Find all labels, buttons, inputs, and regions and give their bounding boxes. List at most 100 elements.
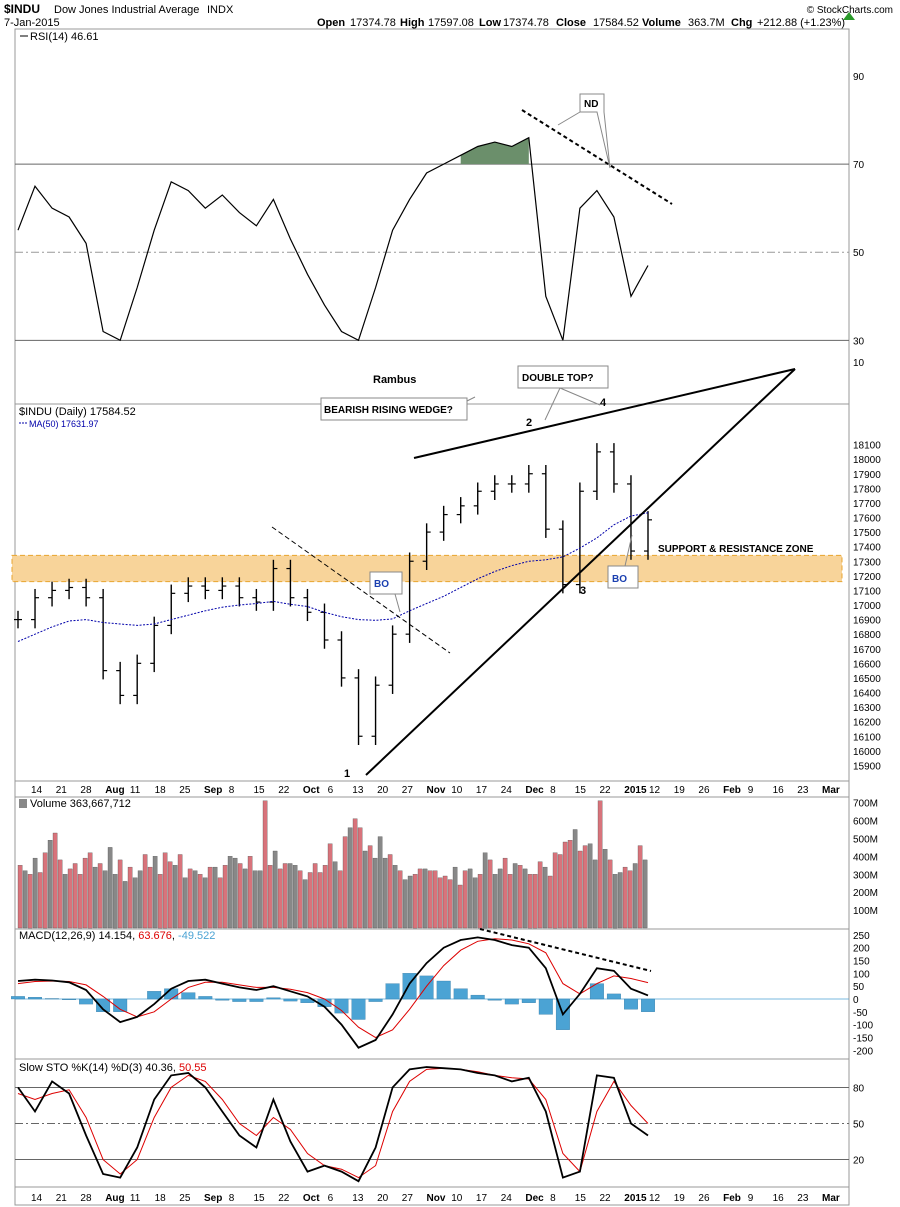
sto-legend-title: Slow STO %K(14) %D(3) 40.36, 50.55 — [19, 1062, 207, 1074]
volume-bar — [362, 850, 368, 929]
volume-bar — [632, 863, 638, 929]
wedge-lower-line — [365, 368, 796, 776]
volume-bar — [482, 852, 488, 929]
x-tick-label: 27 — [402, 1193, 414, 1204]
macd-histogram-bar — [79, 998, 94, 1005]
volume-bar — [557, 854, 563, 929]
volume-legend: Volume 363,667,712 — [30, 798, 131, 810]
volume-bar — [107, 847, 113, 929]
volume-legend-swatch — [19, 799, 27, 808]
volume-bar — [527, 874, 533, 929]
x-tick-label: 22 — [600, 1193, 612, 1204]
volume-tick-label: 100M — [853, 906, 878, 917]
x-tick-label: Nov — [427, 785, 446, 796]
x-tick-label: 16 — [773, 1193, 785, 1204]
price-tick-label: 17900 — [853, 470, 881, 481]
volume-bar — [322, 865, 328, 929]
x-tick-label: 23 — [797, 1193, 809, 1204]
x-tick-label: 12 — [649, 785, 661, 796]
open-value: 17374.78 — [350, 17, 396, 29]
grid-lines — [15, 163, 849, 1161]
x-tick-label: 22 — [278, 785, 290, 796]
price-tick-label: 17600 — [853, 514, 881, 525]
price-tick-label: 16900 — [853, 616, 881, 627]
price-tick-label: 17700 — [853, 499, 881, 510]
volume-bar — [377, 836, 383, 929]
wave-2-label: 2 — [526, 417, 532, 429]
volume-bar — [312, 863, 318, 929]
ma50-line — [17, 512, 649, 642]
macd-tick-label: 100 — [853, 969, 870, 980]
x-tick-label: 22 — [278, 1193, 290, 1204]
chart-date: 7-Jan-2015 — [4, 17, 60, 29]
rsi-divergence-line — [521, 109, 673, 205]
bo-callout-1-pointer — [394, 593, 401, 613]
double-top-callout — [517, 365, 609, 389]
x-tick-label: 20 — [377, 1193, 389, 1204]
volume-bar — [332, 861, 338, 929]
volume-bar — [317, 872, 323, 929]
volume-bar — [222, 865, 228, 929]
volume-label: Volume — [642, 17, 681, 29]
macd-histogram-bar — [641, 998, 655, 1012]
volume-bar — [22, 870, 28, 929]
sto-legend-k-value: 40.36 — [145, 1062, 173, 1074]
macd-histogram-bar — [487, 998, 502, 1001]
macd-histogram-bar — [453, 988, 468, 1000]
nd-label: ND — [584, 99, 598, 110]
macd-tick-label: 50 — [853, 982, 865, 993]
volume-bar — [607, 859, 613, 929]
rsi-tick-label: 90 — [853, 72, 865, 83]
volume-bar — [247, 856, 253, 929]
x-tick-label: 18 — [155, 785, 167, 796]
x-tick-label: 24 — [501, 785, 513, 796]
x-tick-label: 13 — [352, 1193, 364, 1204]
volume-bar — [72, 863, 78, 929]
volume-bar — [197, 874, 203, 929]
x-tick-label: 8 — [550, 785, 556, 796]
macd-histogram-bar — [181, 992, 196, 1000]
macd-histogram-bar — [385, 983, 400, 1000]
volume-bar — [597, 800, 603, 929]
x-tick-label: 8 — [550, 1193, 556, 1204]
volume-bar — [487, 859, 493, 929]
macd-histogram-bar — [538, 998, 553, 1015]
volume-bar — [337, 870, 343, 929]
volume-bar — [517, 865, 523, 929]
volume-bar — [257, 870, 263, 929]
macd-histogram-bar — [45, 998, 59, 1000]
wave-1-label: 1 — [344, 768, 350, 780]
volume-bar — [492, 874, 498, 929]
wedge-label: BEARISH RISING WEDGE? — [324, 405, 453, 416]
volume-bar — [512, 863, 518, 929]
volume-bar — [272, 850, 278, 929]
volume-bar — [442, 875, 448, 929]
rsi-line — [17, 136, 649, 342]
volume-bar — [637, 845, 643, 929]
rsi-tick-label: 10 — [853, 358, 865, 369]
volume-bar — [642, 859, 648, 929]
volume-bar — [342, 836, 348, 929]
x-tick-label: Aug — [105, 785, 124, 796]
x-tick-label: 15 — [575, 1193, 587, 1204]
bo-callout-2 — [607, 565, 639, 589]
bo-callout-1 — [369, 571, 403, 595]
volume-bar — [587, 843, 593, 929]
volume-bar — [217, 877, 223, 929]
x-tick-label: 11 — [130, 785, 141, 796]
volume-bar — [347, 827, 353, 929]
panel-legends: RSI(14) 46.61 $INDU (Daily) 17584.52 MA(… — [19, 31, 416, 1074]
x-tick-label: 16 — [773, 785, 785, 796]
volume-bar — [407, 875, 413, 929]
volume-bar — [92, 866, 98, 929]
volume-bar — [17, 865, 23, 929]
x-tick-label: 28 — [80, 1193, 92, 1204]
price-tick-label: 17100 — [853, 586, 881, 597]
volume-bar — [627, 870, 633, 929]
macd-histogram-bar — [368, 998, 383, 1002]
volume-bar — [537, 861, 543, 929]
x-tick-label: 14 — [31, 785, 43, 796]
macd-tick-label: 0 — [853, 995, 859, 1006]
x-tick-label: 15 — [254, 785, 266, 796]
macd-tick-label: 250 — [853, 931, 870, 942]
